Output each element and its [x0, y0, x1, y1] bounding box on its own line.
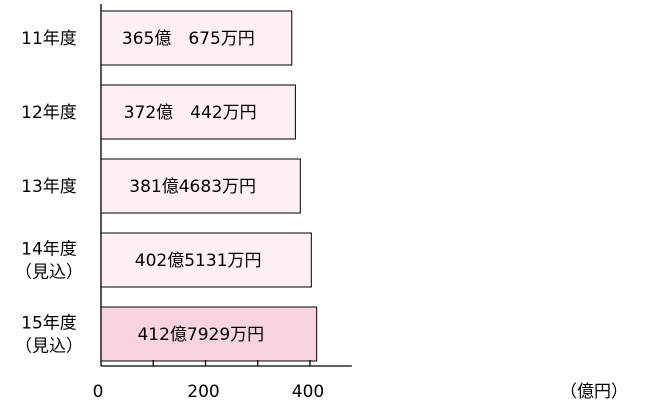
category-label-4-line-2: （見込）: [15, 263, 83, 283]
bar-2: [100, 84, 296, 140]
category-label-1: 11年度: [21, 29, 77, 49]
bar-value-label-1: 365億 675万円: [122, 29, 255, 49]
category-label-5-line-1: 15年度: [21, 314, 77, 334]
bar-value-label-3: 381億4683万円: [129, 177, 256, 197]
bar-1: [100, 10, 293, 66]
bar-value-label-5: 412億7929万円: [137, 325, 264, 345]
bar-5: [100, 306, 318, 362]
bar-value-label-4: 402億5131万円: [135, 251, 262, 271]
x-tick-label-0: 0: [93, 382, 104, 402]
bar-4: [100, 232, 312, 288]
category-label-5-line-2: （見込）: [15, 337, 83, 357]
bar-value-label-2: 372億 442万円: [124, 103, 257, 123]
category-label-2: 12年度: [21, 103, 77, 123]
bar-labels-group: 365億 675万円 372億 442万円 381億4683万円 402億5131万円…: [122, 29, 264, 345]
bar-3: [100, 158, 301, 214]
bars-group: [100, 10, 318, 362]
category-labels-group: 11年度 12年度 13年度 14年度 （見込） 15年度 （見込）: [15, 29, 83, 357]
x-ticks-group: 0 200 400: [93, 360, 324, 402]
x-tick-label-400: 400: [292, 382, 324, 402]
category-label-4-line-1: 14年度: [21, 240, 77, 260]
x-axis-unit-label: （億円）: [560, 382, 628, 402]
category-label-3: 13年度: [21, 177, 77, 197]
x-tick-label-200: 200: [187, 382, 219, 402]
